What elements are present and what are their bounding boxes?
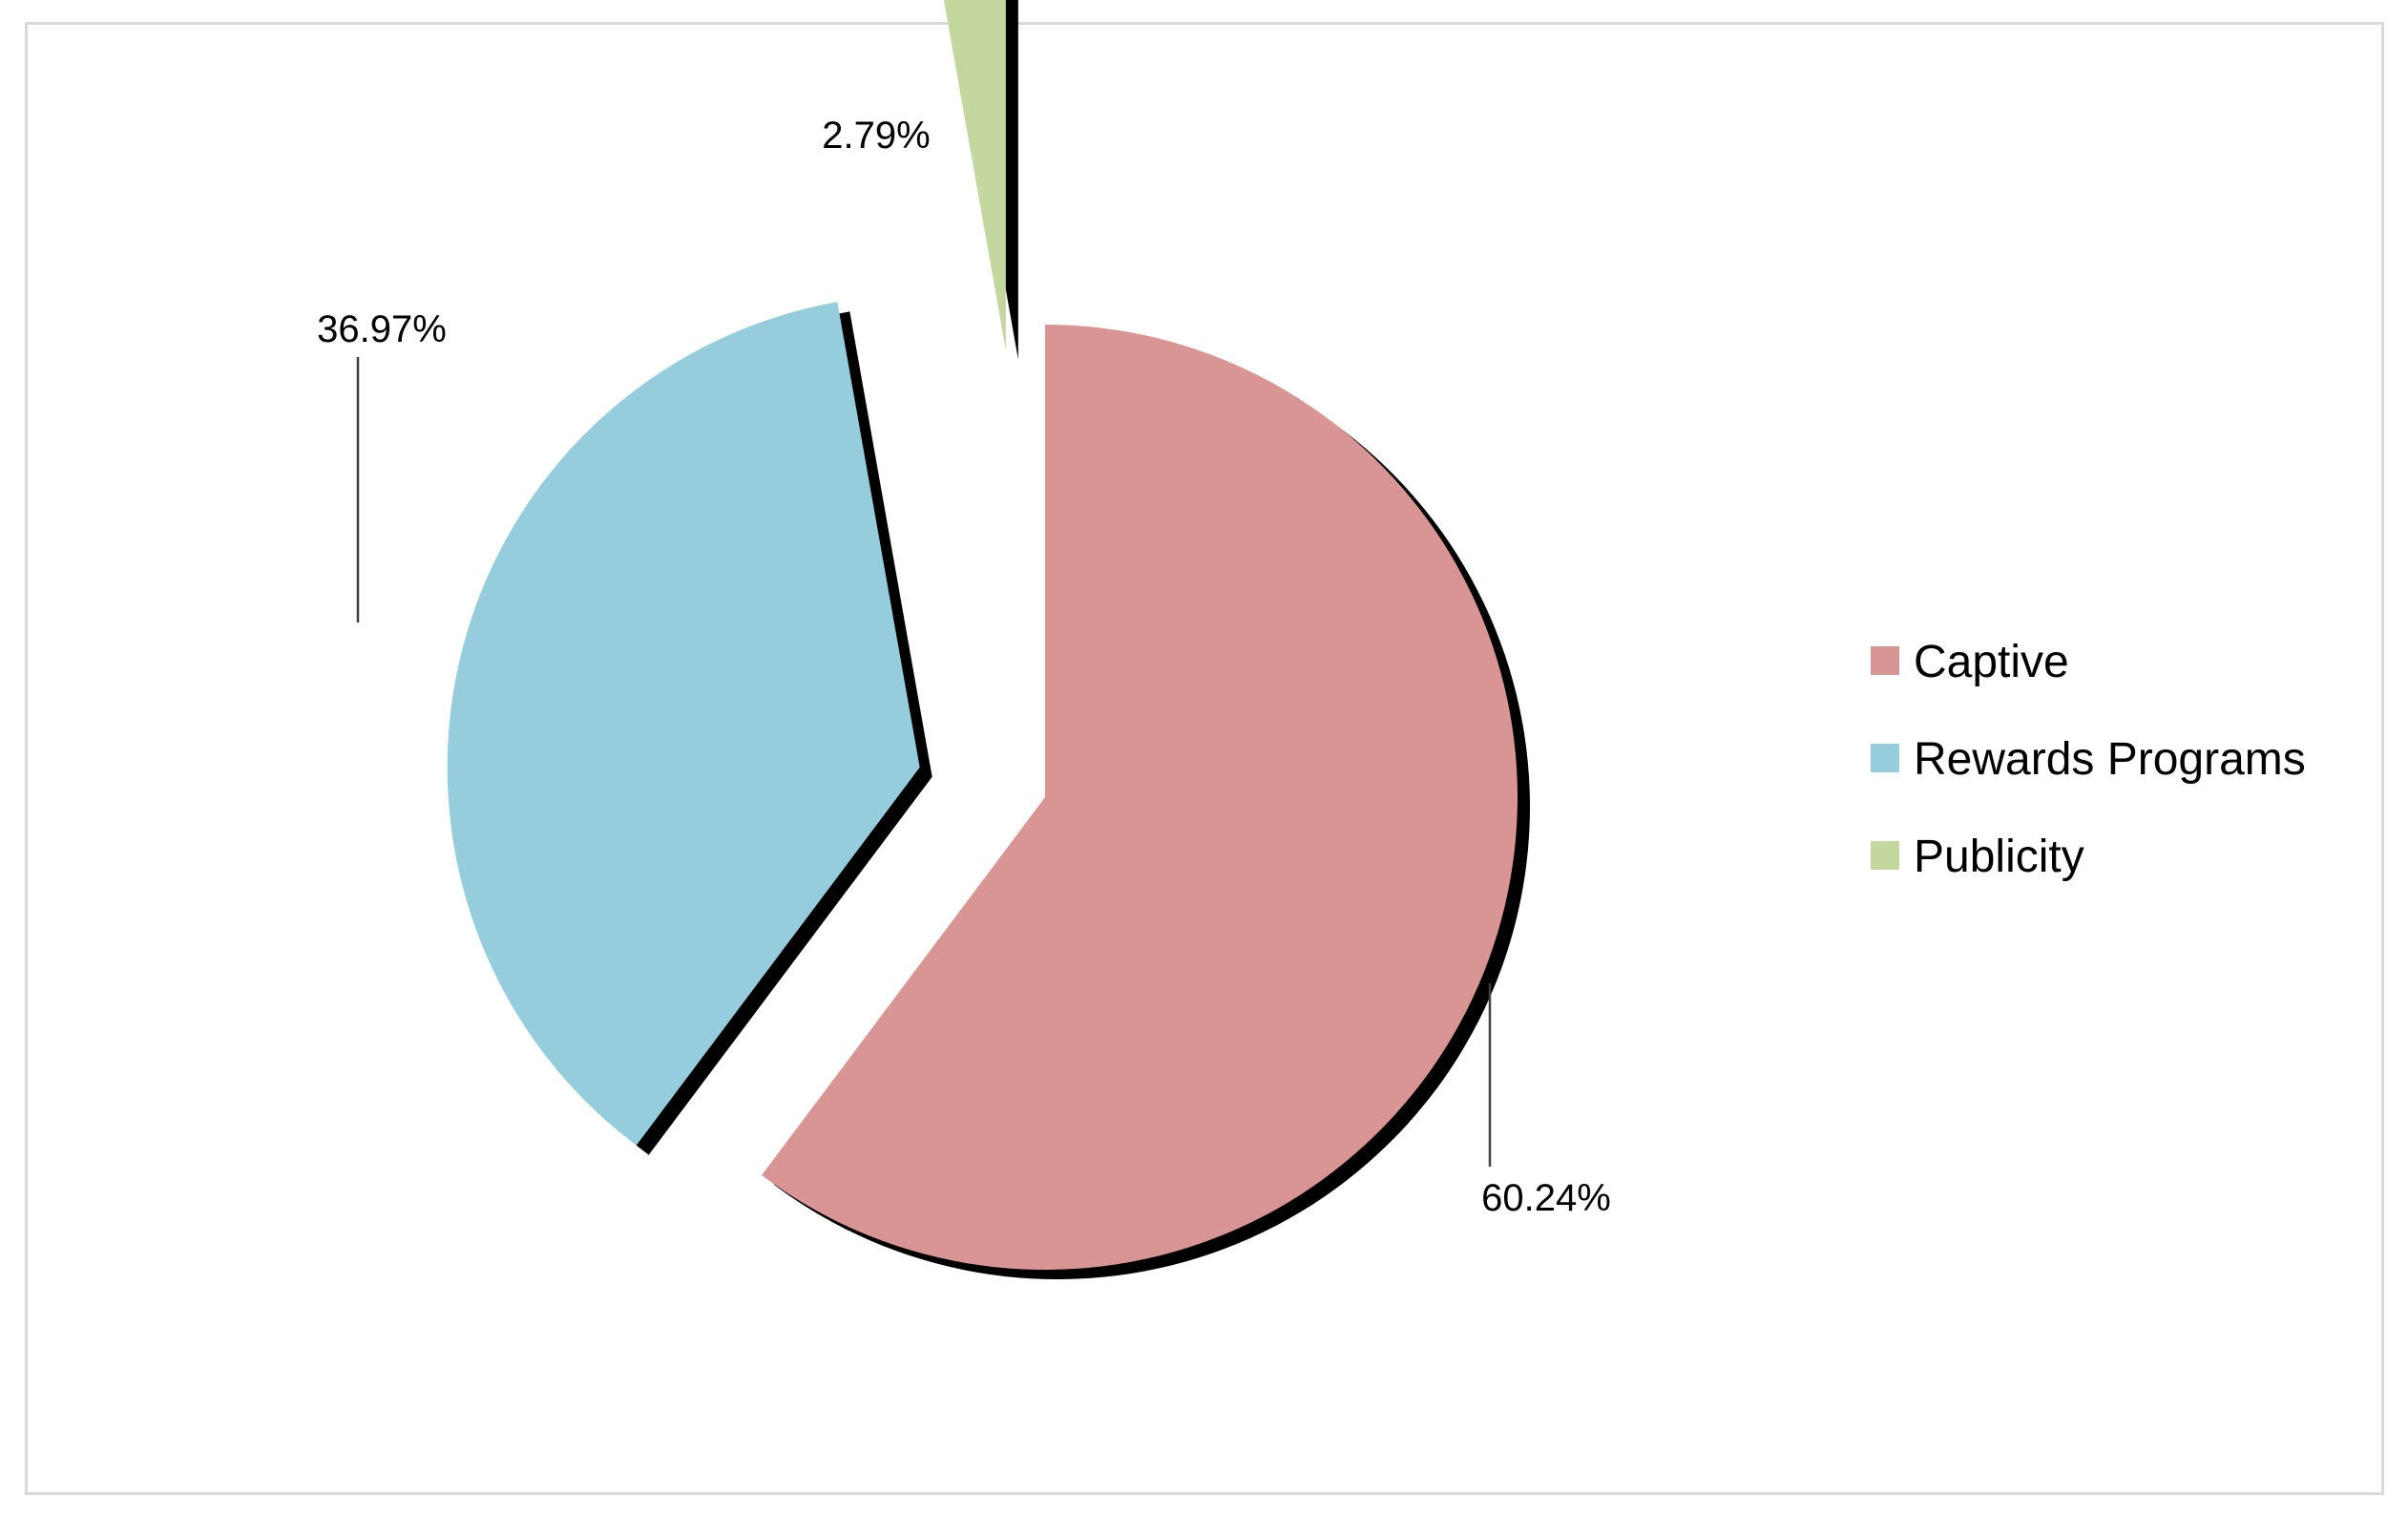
legend-label-captive: Captive	[1914, 637, 2069, 687]
slice-rewards-programs	[447, 302, 920, 1146]
legend: Captive Rewards Programs Publicity	[1871, 637, 2306, 882]
data-label-captive: 60.24%	[1481, 1177, 1611, 1219]
leader-lines	[356, 357, 1492, 1167]
data-label-publicity: 2.79%	[822, 115, 930, 157]
legend-label-publicity: Publicity	[1914, 832, 2084, 882]
slice-captive	[762, 325, 1518, 1270]
data-label-rewards-programs: 36.97%	[317, 308, 447, 350]
data-labels: 60.24% 36.97% 2.79%	[317, 115, 1611, 1219]
legend-label-rewards-programs: Rewards Programs	[1914, 734, 2306, 785]
legend-swatch-publicity	[1871, 841, 1899, 870]
legend-swatch-captive	[1871, 646, 1899, 675]
pie-slices	[447, 0, 1518, 1270]
slice-publicity	[943, 0, 1006, 350]
legend-swatch-rewards-programs	[1871, 744, 1899, 772]
